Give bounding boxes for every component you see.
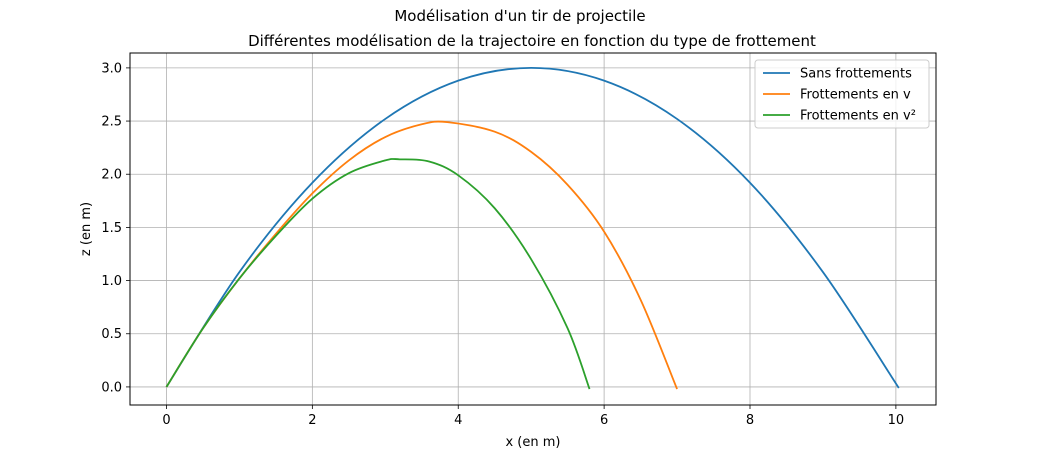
x-tick-label: 6: [600, 413, 608, 428]
series-group: [165, 66, 900, 390]
legend: Sans frottements Frottements en v Frotteme…: [754, 59, 930, 129]
x-tick-label: 4: [454, 413, 462, 428]
chart-title: Différentes modélisation de la trajectoi…: [248, 32, 816, 50]
series-line-1: [165, 66, 900, 389]
x-tick-label: 10: [888, 413, 905, 428]
legend-label-3: Frottements en v²: [800, 109, 916, 124]
legend-label-1: Sans frottements: [800, 67, 912, 82]
plot-frame: [129, 52, 937, 406]
y-tick-label: 2.5: [101, 115, 122, 130]
x-tick-label: 0: [162, 413, 170, 428]
x-tick-label: 8: [746, 413, 754, 428]
x-axis-label: x (en m): [505, 435, 560, 450]
y-tick-label: 3.0: [101, 61, 122, 76]
chart-suptitle: Modélisation d'un tir de projectile: [394, 7, 645, 25]
y-tick-label: 1.5: [101, 221, 122, 236]
series-line-3: [165, 158, 591, 390]
y-axis-label: z (en m): [79, 202, 94, 256]
y-tick-label: 2.0: [101, 168, 122, 183]
y-tick-label: 0.0: [101, 380, 122, 395]
x-tick-label: 2: [308, 413, 316, 428]
axis-ticks: 0 2 4 6 8 10 0.0 0.5 1.0 1.5 2.0 2.5 3.0: [101, 61, 904, 428]
y-tick-label: 0.5: [101, 327, 122, 342]
y-tick-label: 1.0: [101, 274, 122, 289]
legend-box: [754, 59, 930, 129]
legend-items: Sans frottements Frottements en v Frotteme…: [763, 67, 916, 124]
legend-label-2: Frottements en v: [800, 88, 911, 103]
series-line-2: [165, 120, 678, 390]
